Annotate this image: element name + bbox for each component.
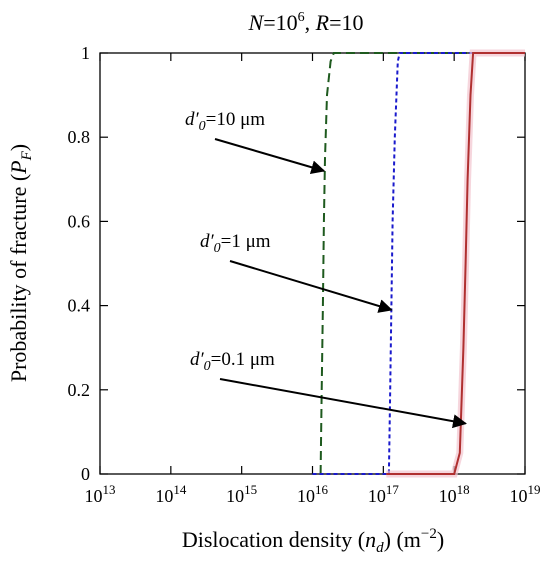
- x-tick-label: 1013: [85, 482, 116, 506]
- x-axis-ticks: 1013 1014 1015 1016 1017 1018 1019: [85, 53, 541, 506]
- annotation-arrow: [229, 260, 393, 313]
- annotation-label: d′0=10 μm: [185, 109, 265, 134]
- x-tick-label: 1016: [297, 482, 329, 506]
- annotation-label: d′0=1 μm: [200, 231, 271, 256]
- x-tick-label: 1017: [368, 482, 400, 506]
- y-tick-label: 1: [81, 43, 90, 63]
- series-line-3: [386, 52, 525, 475]
- annotation-arrow: [219, 378, 467, 429]
- y-tick-label: 0.6: [68, 211, 91, 231]
- annotation-label: d′0=0.1 μm: [190, 349, 275, 374]
- series-line-2: [312, 52, 525, 475]
- y-axis-label: Probability of fracture (PF): [6, 144, 35, 382]
- chart-title: N=106, R=10: [248, 10, 364, 35]
- series-line-1: [319, 52, 525, 475]
- series-layer: [312, 49, 525, 478]
- x-axis-label: Dislocation density (nd) (m−2): [182, 526, 444, 556]
- y-tick-label: 0.2: [68, 380, 91, 400]
- x-tick-label: 1014: [155, 482, 187, 506]
- annotation-layer: d′0=10 μm d′0=1 μm d′0=0.1 μm: [185, 109, 467, 429]
- y-tick-label: 0.8: [68, 127, 91, 147]
- x-tick-label: 1018: [439, 482, 470, 506]
- x-tick-label: 1015: [226, 482, 257, 506]
- x-tick-label: 1019: [510, 482, 541, 506]
- y-tick-label: 0.4: [68, 296, 91, 316]
- series-halo: [386, 49, 525, 478]
- y-axis-ticks: 0 0.2 0.4 0.6 0.8 1: [68, 43, 525, 484]
- y-tick-label: 0: [81, 464, 90, 484]
- annotation-arrow: [214, 138, 326, 175]
